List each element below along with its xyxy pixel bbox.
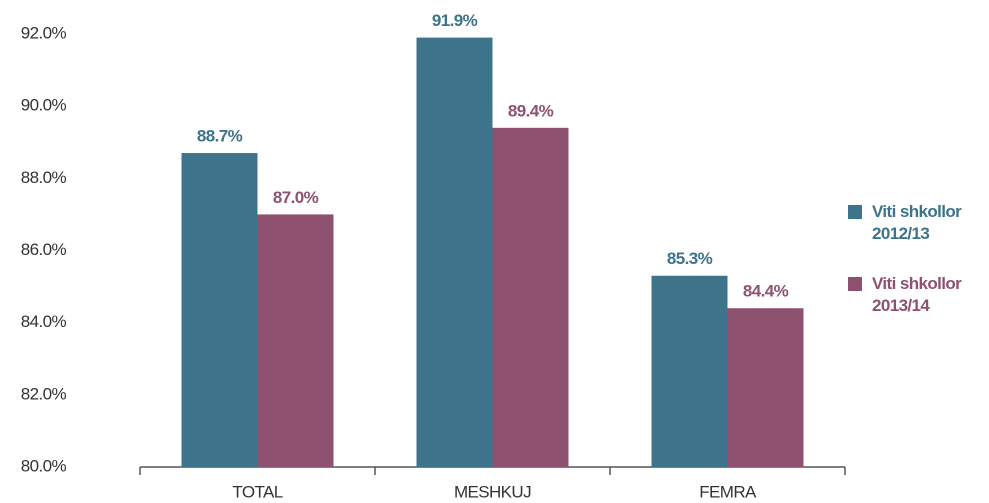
x-tick-label: FEMRA xyxy=(699,482,757,501)
bar xyxy=(727,308,804,467)
legend-item: Viti shkollor 2012/13 xyxy=(848,201,973,245)
data-label: 88.7% xyxy=(197,127,243,146)
y-tick-label: 92.0% xyxy=(21,23,67,42)
legend-item: Viti shkollor 2013/14 xyxy=(848,273,973,317)
bar xyxy=(651,275,728,467)
y-tick-label: 86.0% xyxy=(21,240,67,259)
y-tick-label: 84.0% xyxy=(21,312,67,331)
y-tick-label: 90.0% xyxy=(21,96,67,115)
data-label: 91.9% xyxy=(432,11,478,30)
bar xyxy=(492,127,569,468)
bar xyxy=(181,153,258,467)
legend-swatch xyxy=(848,277,862,291)
data-label: 89.4% xyxy=(508,101,554,120)
bar xyxy=(416,37,493,467)
y-tick-label: 82.0% xyxy=(21,384,67,403)
legend-label: Viti shkollor 2013/14 xyxy=(872,274,962,315)
bar xyxy=(257,214,334,467)
legend-label: Viti shkollor 2012/13 xyxy=(872,202,962,243)
x-tick-label: MESHKUJ xyxy=(454,482,531,501)
data-label: 84.4% xyxy=(743,282,789,301)
y-tick-label: 80.0% xyxy=(21,456,67,475)
legend-swatch xyxy=(848,205,862,219)
y-tick-label: 88.0% xyxy=(21,168,67,187)
data-label: 85.3% xyxy=(667,249,713,268)
data-label: 87.0% xyxy=(273,188,319,207)
x-tick-label: TOTAL xyxy=(232,482,282,501)
